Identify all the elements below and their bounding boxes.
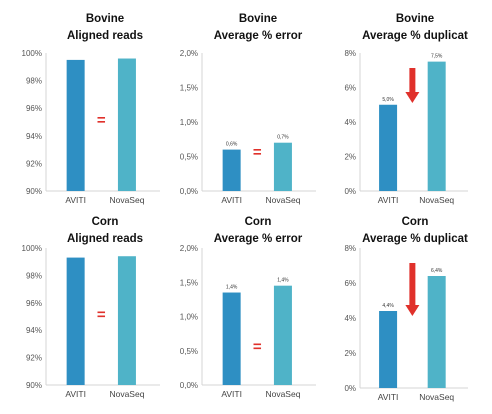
x-category-label: NovaSeq (109, 195, 144, 205)
y-tick-label: 4% (344, 314, 356, 323)
equal-sign-annotation: = (97, 307, 106, 324)
y-tick-label: 0,0% (180, 187, 198, 196)
y-tick-label: 92% (26, 159, 42, 168)
chart-title: Corn (245, 216, 272, 228)
chart-title: Bovine (396, 13, 434, 25)
y-tick-label: 100% (22, 244, 42, 253)
equal-sign-annotation: = (253, 339, 262, 356)
bar-novaseq (273, 142, 292, 191)
chart-title: Bovine (86, 13, 124, 25)
data-label: 1,4% (226, 285, 238, 291)
chart-subtitle: Average % error (214, 233, 303, 245)
chart-title: Corn (92, 216, 119, 228)
chart-title: Corn (402, 216, 429, 228)
bar-novaseq (427, 276, 446, 388)
y-tick-label: 98% (26, 77, 42, 86)
y-tick-label: 1,0% (180, 118, 198, 127)
chart-subtitle: Average % duplicat (362, 30, 468, 42)
y-tick-label: 2,0% (180, 49, 198, 58)
bar-novaseq (273, 285, 292, 385)
data-label: 0,6% (226, 142, 238, 148)
y-tick-label: 6% (344, 279, 356, 288)
y-tick-label: 8% (344, 49, 356, 58)
bar-aviti (222, 149, 241, 191)
x-category-label: NovaSeq (265, 195, 300, 205)
bar-aviti (379, 311, 398, 388)
y-tick-label: 1,5% (180, 278, 198, 287)
bar-aviti (222, 292, 241, 385)
y-tick-label: 0% (344, 187, 356, 196)
chart-subtitle: Aligned reads (67, 30, 143, 42)
y-tick-label: 2% (344, 349, 356, 358)
down-arrow-head (405, 92, 420, 103)
y-tick-label: 2,0% (180, 244, 198, 253)
down-arrow-shaft (409, 263, 416, 306)
data-label: 5,0% (382, 97, 394, 103)
bar-novaseq (427, 61, 446, 191)
y-tick-label: 4% (344, 118, 356, 127)
x-category-label: AVITI (378, 195, 399, 205)
y-tick-label: 92% (26, 354, 42, 363)
down-arrow-shaft (409, 68, 416, 93)
data-label: 7,5% (431, 54, 443, 60)
y-tick-label: 94% (26, 326, 42, 335)
x-category-label: AVITI (221, 195, 242, 205)
data-label: 6,4% (431, 268, 443, 274)
bar-novaseq (117, 256, 136, 385)
y-tick-label: 0% (344, 384, 356, 393)
x-category-label: AVITI (65, 389, 86, 399)
down-arrow-head (405, 305, 420, 316)
y-tick-label: 2% (344, 153, 356, 162)
chart-panel: Bovine Average % duplicat 0% 2% 4% 6% 8% AVITI 5… (344, 13, 468, 205)
x-category-label: NovaSeq (419, 392, 454, 402)
data-label: 4,4% (382, 303, 394, 309)
y-tick-label: 0,5% (180, 347, 198, 356)
y-tick-label: 100% (22, 49, 42, 58)
y-tick-label: 98% (26, 271, 42, 280)
chart-panel: Corn Average % duplicat 0% 2% 4% 6% 8% AVITI 4,4… (344, 216, 468, 402)
chart-title: Bovine (239, 13, 277, 25)
chart-panel: Bovine Average % error 0,0% 0,5% 1,0% 1,5% 2,0… (180, 13, 316, 205)
chart-panel: Bovine Aligned reads 90% 92% 94% 96% 98% 100% AV… (22, 13, 160, 205)
y-tick-label: 0,5% (180, 153, 198, 162)
down-arrow-icon (405, 263, 420, 316)
equal-sign-annotation: = (97, 112, 106, 129)
bar-novaseq (117, 58, 136, 191)
chart-panel: Corn Average % error 0,0% 0,5% 1,0% 1,5% 2,0% A… (180, 216, 316, 399)
chart-subtitle: Aligned reads (67, 233, 143, 245)
x-category-label: NovaSeq (419, 195, 454, 205)
chart-panel: Corn Aligned reads 90% 92% 94% 96% 98% 100% AVIT… (22, 216, 160, 399)
bar-aviti (66, 59, 85, 192)
bar-aviti (379, 104, 398, 191)
x-category-label: AVITI (378, 392, 399, 402)
y-tick-label: 1,5% (180, 84, 198, 93)
y-tick-label: 0,0% (180, 381, 198, 390)
y-tick-label: 94% (26, 132, 42, 141)
data-label: 1,4% (277, 278, 289, 284)
y-tick-label: 6% (344, 84, 356, 93)
data-label: 0,7% (277, 135, 289, 141)
x-category-label: NovaSeq (265, 389, 300, 399)
bar-aviti (66, 257, 85, 385)
y-tick-label: 90% (26, 187, 42, 196)
equal-sign-annotation: = (253, 144, 262, 161)
x-category-label: AVITI (65, 195, 86, 205)
chart-subtitle: Average % duplicat (362, 233, 468, 245)
y-tick-label: 96% (26, 104, 42, 113)
y-tick-label: 96% (26, 299, 42, 308)
down-arrow-icon (405, 68, 420, 103)
y-tick-label: 8% (344, 244, 356, 253)
y-tick-label: 1,0% (180, 313, 198, 322)
x-category-label: NovaSeq (109, 389, 144, 399)
x-category-label: AVITI (221, 389, 242, 399)
y-tick-label: 90% (26, 381, 42, 390)
chart-subtitle: Average % error (214, 30, 303, 42)
